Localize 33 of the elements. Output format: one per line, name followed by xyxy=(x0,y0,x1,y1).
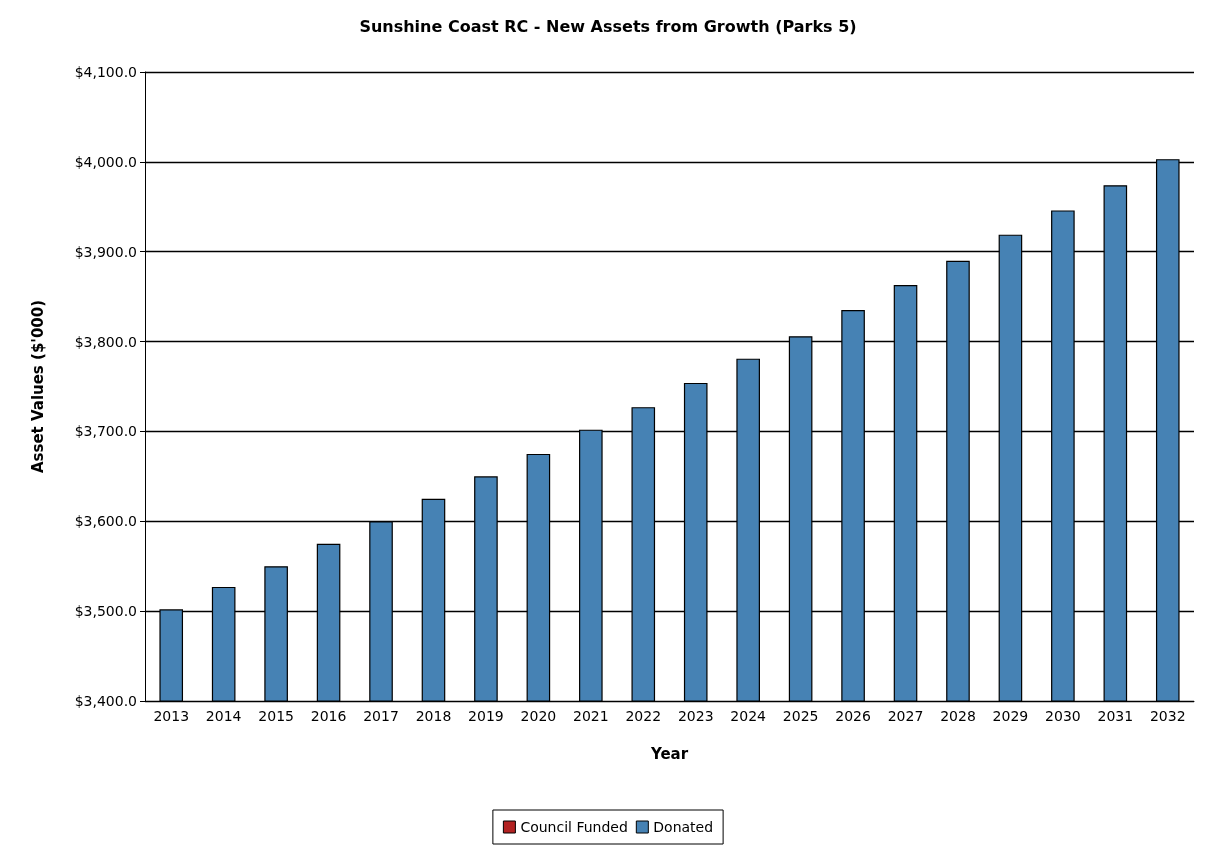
x-tick-label: 2029 xyxy=(992,708,1029,724)
y-tick-label: $3,700.0 xyxy=(74,423,137,440)
x-tick-label: 2018 xyxy=(415,708,452,724)
y-tick-label: $4,100.0 xyxy=(74,64,137,80)
x-tick-label: 2026 xyxy=(835,708,871,724)
chart-title: Sunshine Coast RC - New Assets from Growth (Parks 5) xyxy=(359,16,857,36)
x-tick-label: 2027 xyxy=(887,708,924,724)
x-tick-label: 2020 xyxy=(520,708,557,724)
y-tick-label: $3,400.0 xyxy=(74,693,137,709)
x-tick-label: 2025 xyxy=(782,708,819,724)
x-tick-label: 2019 xyxy=(468,708,504,724)
y-tick-label: $3,800.0 xyxy=(74,333,137,350)
x-axis-title: Year xyxy=(649,744,689,763)
x-tick-label: 2023 xyxy=(677,708,714,724)
legend-label: Council Funded xyxy=(520,819,628,835)
x-tick-label: 2016 xyxy=(310,708,347,724)
x-tick-label: 2031 xyxy=(1097,708,1134,724)
y-tick-label: $4,000.0 xyxy=(74,153,137,170)
x-tick-label: 2017 xyxy=(363,708,399,724)
y-tick-label: $3,500.0 xyxy=(74,603,137,620)
x-tick-label: 2013 xyxy=(153,708,190,724)
x-tick-label: 2015 xyxy=(258,708,294,724)
x-tick-label: 2032 xyxy=(1149,708,1186,724)
y-axis-title: Asset Values ($'000) xyxy=(28,299,47,474)
y-tick-label: $3,600.0 xyxy=(74,513,137,530)
x-tick-label: 2021 xyxy=(573,708,609,724)
x-tick-label: 2014 xyxy=(205,708,242,724)
x-tick-label: 2022 xyxy=(625,708,662,724)
x-tick-label: 2028 xyxy=(940,708,976,724)
x-tick-label: 2024 xyxy=(730,708,767,724)
x-tick-label: 2030 xyxy=(1045,708,1081,724)
y-tick-label: $3,900.0 xyxy=(74,243,137,260)
legend-label: Donated xyxy=(653,819,714,835)
